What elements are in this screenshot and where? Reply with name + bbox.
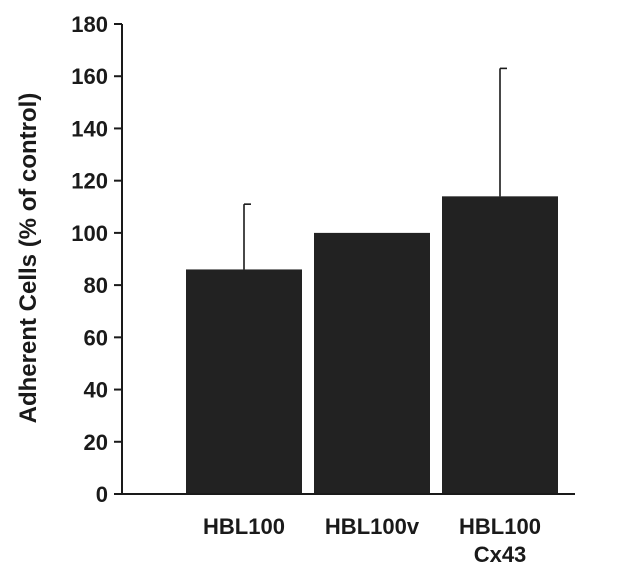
y-tick-label: 0 <box>96 482 108 507</box>
bar <box>314 232 430 494</box>
x-axis-labels: HBL100 HBL100v HBL100 Cx43 <box>203 514 541 567</box>
y-tick-label: 80 <box>84 273 108 298</box>
y-tick-label: 20 <box>84 430 108 455</box>
y-axis-ticks: 0 20 40 60 80 100 120 140 160 180 <box>71 12 122 507</box>
y-tick-label: 40 <box>84 378 108 403</box>
bar <box>186 269 302 494</box>
y-tick-label: 60 <box>84 325 108 350</box>
y-tick-label: 140 <box>71 116 108 141</box>
y-tick-label: 100 <box>71 221 108 246</box>
y-tick-label: 160 <box>71 64 108 89</box>
x-tick-label: HBL100 <box>203 514 285 539</box>
y-tick-label: 120 <box>71 169 108 194</box>
y-tick-label: 180 <box>71 12 108 37</box>
x-tick-label: Cx43 <box>474 542 527 567</box>
bar <box>442 196 558 495</box>
bars <box>186 196 558 495</box>
x-tick-label: HBL100 <box>459 514 541 539</box>
error-bars <box>243 67 507 270</box>
y-axis-title: Adherent Cells (% of control) <box>15 93 42 424</box>
x-tick-label: HBL100v <box>325 514 420 539</box>
